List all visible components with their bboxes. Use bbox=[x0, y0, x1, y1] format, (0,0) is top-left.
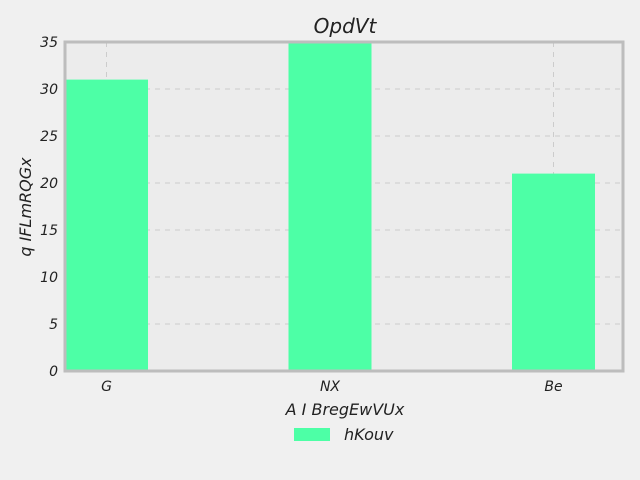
bar-Be bbox=[512, 173, 595, 371]
legend: hKouv bbox=[294, 425, 394, 444]
y-tick-label: 10 bbox=[40, 270, 58, 286]
plot-frame bbox=[63, 40, 625, 373]
bars bbox=[65, 42, 595, 371]
x-axis-ticks: G NX Be bbox=[101, 379, 563, 395]
x-tick-label: Be bbox=[544, 379, 562, 395]
x-tick-label: NX bbox=[320, 379, 340, 395]
legend-swatch bbox=[294, 428, 330, 441]
y-tick-label: 25 bbox=[40, 129, 58, 145]
y-axis-label: q IFLmRQGx bbox=[16, 157, 35, 257]
bar-G bbox=[65, 79, 148, 371]
y-tick-label: 0 bbox=[49, 364, 58, 380]
x-axis-label: A I BregEwVUx bbox=[285, 400, 405, 419]
y-tick-label: 35 bbox=[40, 35, 58, 51]
legend-label: hKouv bbox=[344, 425, 394, 444]
y-tick-label: 20 bbox=[40, 176, 58, 192]
y-tick-label: 5 bbox=[49, 317, 58, 333]
y-axis-ticks: 0 5 10 15 20 25 30 35 bbox=[40, 35, 58, 380]
x-tick-label: G bbox=[101, 379, 112, 395]
bar-NX bbox=[288, 42, 372, 371]
y-tick-label: 30 bbox=[40, 82, 58, 98]
y-tick-label: 15 bbox=[40, 223, 58, 239]
chart-title: OpdVt bbox=[314, 14, 378, 38]
